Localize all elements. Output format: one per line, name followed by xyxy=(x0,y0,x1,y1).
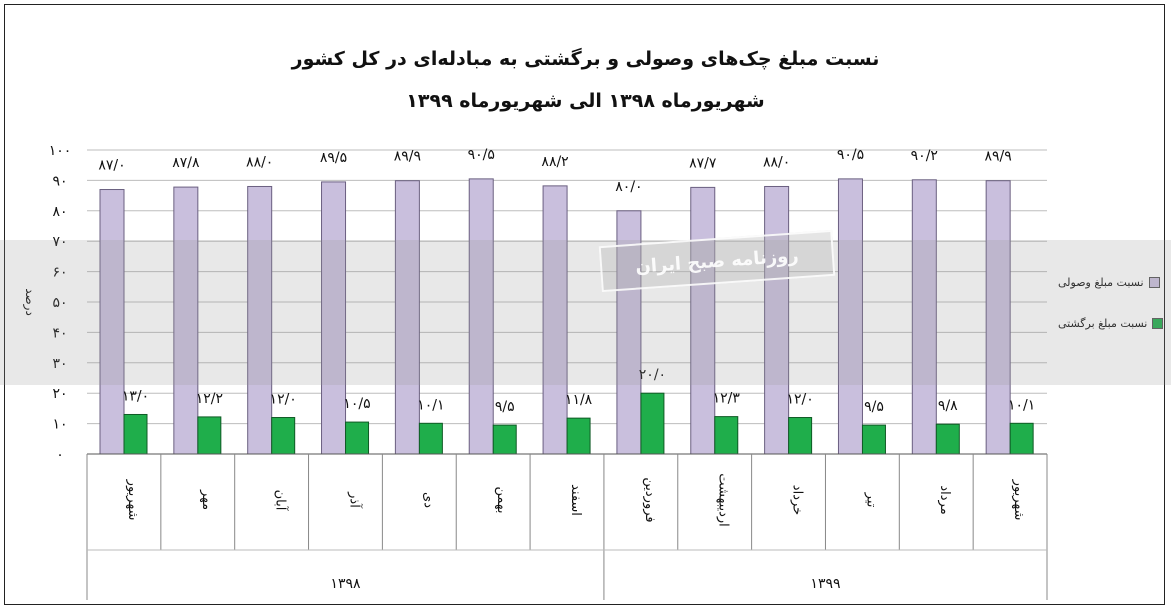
bar-returned xyxy=(640,392,665,455)
data-label-returned: ۱۲/۰ xyxy=(270,392,297,408)
data-label-received: ۹۰/۵ xyxy=(468,147,495,163)
y-tick-label: ۷۰ xyxy=(52,234,67,250)
bar-returned xyxy=(1009,422,1034,455)
data-label-returned: ۱۰/۵ xyxy=(343,396,370,412)
x-tick-label: شهریور xyxy=(1011,479,1026,521)
bar-returned xyxy=(492,424,517,455)
legend-item-received: نسبت مبلغ وصولی xyxy=(1058,276,1160,289)
y-tick-label: ۶۰ xyxy=(52,265,67,281)
data-label-returned: ۲۰/۰ xyxy=(639,367,666,383)
data-label-received: ۸۹/۹ xyxy=(394,149,421,165)
data-label-returned: ۱۰/۱ xyxy=(417,397,444,413)
data-label-returned: ۱۰/۱ xyxy=(1008,397,1035,413)
x-tick-label: اردیبهشت xyxy=(716,473,731,527)
y-tick-label: ۱۰۰ xyxy=(49,143,72,159)
bar-returned xyxy=(566,417,591,455)
legend-swatch-returned xyxy=(1152,318,1164,329)
y-tick-label: ۵۰ xyxy=(52,295,67,311)
bar-returned xyxy=(714,416,739,455)
bar-returned xyxy=(123,413,148,455)
bar-returned xyxy=(935,423,960,455)
data-label-returned: ۱۲/۳ xyxy=(713,391,741,407)
data-label-received: ۹۰/۵ xyxy=(837,147,864,163)
bar-received xyxy=(247,185,273,455)
y-tick-label: ۲۰ xyxy=(52,386,67,402)
data-label-received: ۸۸/۲ xyxy=(541,154,568,170)
bar-received xyxy=(394,180,420,455)
y-tick-label: ۴۰ xyxy=(52,325,67,341)
x-tick-label: فروردین xyxy=(642,477,657,522)
x-tick-label: آذر xyxy=(346,491,363,509)
data-label-received: ۸۷/۷ xyxy=(689,155,717,171)
bar-received xyxy=(837,178,863,455)
bar-received xyxy=(542,185,568,455)
bar-received xyxy=(985,180,1011,455)
y-tick-label: ۳۰ xyxy=(52,356,67,372)
data-label-returned: ۹/۵ xyxy=(864,399,884,415)
x-tick-label: مرداد xyxy=(937,485,952,514)
chart-frame xyxy=(4,4,1165,605)
bar-received xyxy=(468,178,494,455)
x-tick-label: شهریور xyxy=(125,479,140,521)
y-tick-label: ۰ xyxy=(56,447,64,463)
legend-label-returned: نسبت مبلغ برگشتی xyxy=(1058,317,1148,330)
data-label-returned: ۹/۸ xyxy=(938,398,958,414)
data-label-received: ۸۸/۰ xyxy=(246,154,273,170)
x-tick-label: آبان xyxy=(273,490,290,512)
chart-title: نسبت مبلغ چک‌های وصولی و برگشتی به مبادل… xyxy=(291,48,880,70)
data-label-received: ۸۷/۸ xyxy=(172,155,200,171)
bar-received xyxy=(173,186,199,455)
bar-returned xyxy=(861,424,886,455)
bar-received xyxy=(764,185,790,455)
legend-swatch-received xyxy=(1148,277,1160,288)
data-label-received: ۸۷/۰ xyxy=(98,158,125,174)
y-tick-label: ۹۰ xyxy=(52,173,67,189)
bar-returned xyxy=(197,416,222,455)
data-label-received: ۸۰/۰ xyxy=(615,179,642,195)
legend-label-received: نسبت مبلغ وصولی xyxy=(1058,276,1144,289)
bar-received xyxy=(911,179,937,455)
data-label-returned: ۱۲/۰ xyxy=(786,392,813,408)
chart-subtitle: شهریورماه ۱۳۹۸ الی شهریورماه ۱۳۹۹ xyxy=(406,90,765,112)
data-label-returned: ۱۱/۸ xyxy=(565,392,593,408)
bar-received xyxy=(321,181,347,455)
x-tick-label: مهر xyxy=(199,489,214,510)
bar-received xyxy=(99,189,125,455)
legend-item-returned: نسبت مبلغ برگشتی xyxy=(1058,317,1164,330)
data-label-returned: ۹/۵ xyxy=(495,399,515,415)
x-tick-label: تیر xyxy=(863,492,878,508)
data-label-received: ۸۹/۹ xyxy=(985,149,1012,165)
year-group-label: ۱۳۹۹ xyxy=(810,576,840,592)
data-label-returned: ۱۲/۲ xyxy=(196,391,223,407)
data-label-received: ۸۹/۵ xyxy=(320,150,347,166)
x-tick-label: خرداد xyxy=(790,485,805,515)
x-tick-label: اسفند xyxy=(568,484,583,516)
bar-returned xyxy=(271,417,296,455)
year-group-label: ۱۳۹۸ xyxy=(330,576,361,592)
y-tick-label: ۸۰ xyxy=(52,204,67,220)
bar-returned xyxy=(345,421,370,455)
y-tick-label: ۱۰ xyxy=(52,417,67,433)
data-label-returned: ۱۳/۰ xyxy=(122,388,149,404)
data-label-received: ۸۸/۰ xyxy=(763,154,790,170)
x-tick-label: بهمن xyxy=(494,486,509,513)
bar-received xyxy=(690,186,716,455)
bar-returned xyxy=(788,417,813,455)
bar-returned xyxy=(418,422,443,455)
data-label-received: ۹۰/۲ xyxy=(911,148,938,164)
y-axis-label: درصد xyxy=(22,288,37,316)
x-tick-label: دی xyxy=(420,492,435,508)
